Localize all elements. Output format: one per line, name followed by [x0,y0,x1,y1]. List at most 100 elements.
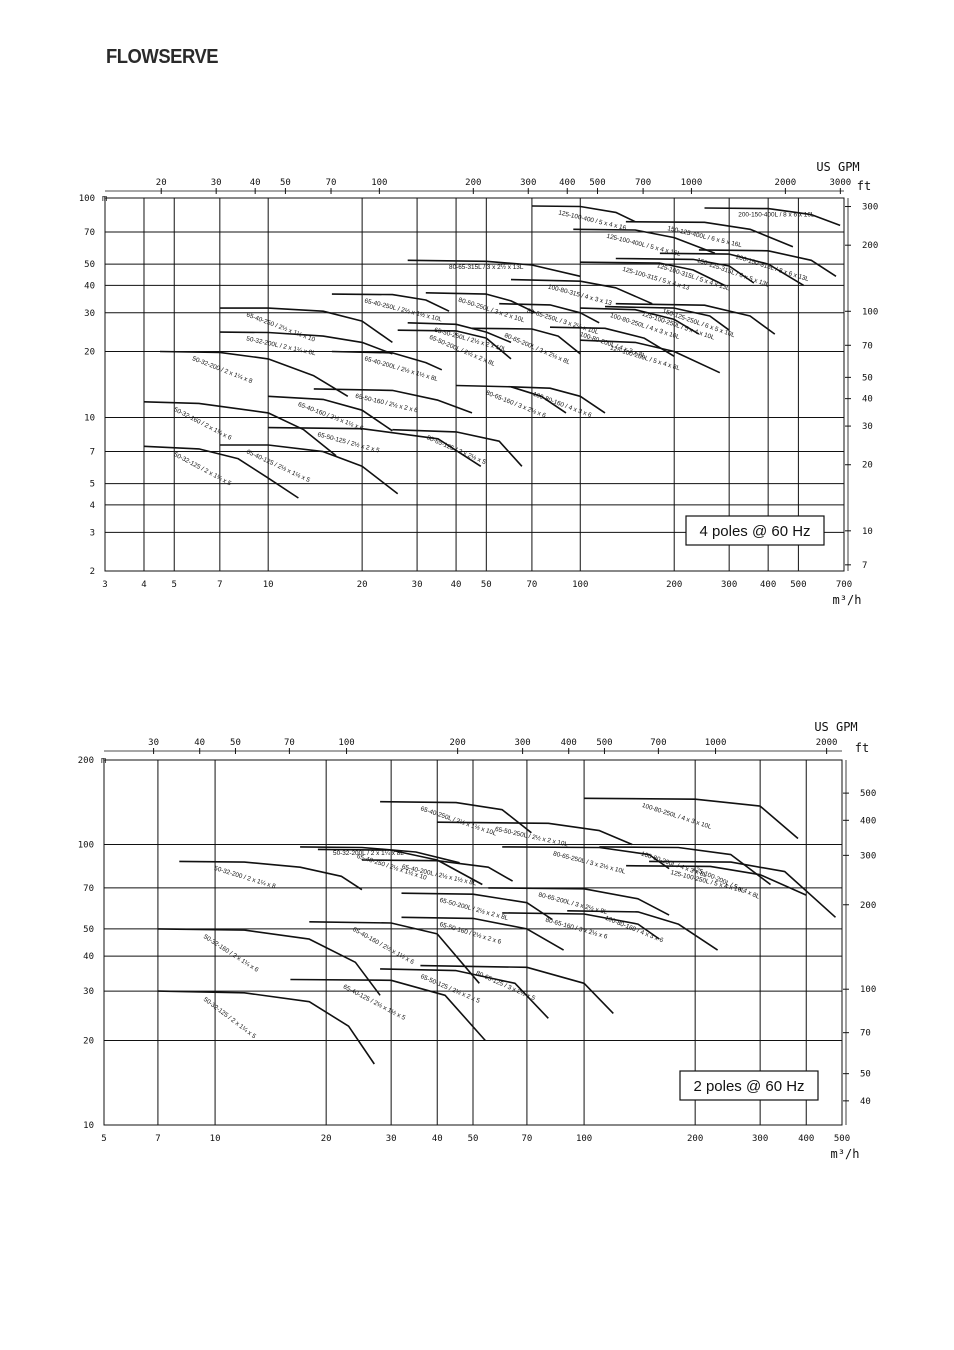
gpm-tick-label: 400 [559,178,575,188]
ft-tick-label: 200 [860,901,876,911]
gpm-tick-label: 100 [338,738,354,748]
x-tick-label: 10 [263,580,274,590]
y-unit-label: m [102,194,107,204]
ft-tick-label: 400 [860,816,876,826]
x-tick-label: 300 [721,580,737,590]
ft-tick-label: 300 [862,203,878,213]
pump-curve [615,302,776,335]
ft-tick-label: 70 [860,1029,871,1039]
pump-curve [401,916,565,951]
curve-label: 80-65-125 / 3 x 2½ x 5 [475,969,537,1002]
pump-curve [380,800,532,834]
curve-label: 80-65-250L / 3 x 2½ x 10L [552,849,626,875]
pump-curve [392,428,523,467]
x-tick-label: 500 [790,580,806,590]
x-tick-label: 40 [451,580,462,590]
ft-tick-label: 7 [862,561,867,571]
x-tick-label: 30 [386,1134,397,1144]
gpm-unit-label: US GPM [816,160,859,174]
curve-label: 65-40-250L / 2½ x 1½ x 10L [419,804,498,837]
ft-tick-label: 70 [862,341,873,351]
y-tick-label: 30 [83,987,94,997]
x-tick-label: 20 [357,580,368,590]
gpm-tick-label: 200 [465,178,481,188]
curve-label: 150-125-400L / 6 x 5 x 16L [667,225,743,249]
x-tick-label: 100 [576,1134,592,1144]
gpm-tick-label: 70 [284,738,295,748]
y-unit-label: m [101,756,106,766]
pump-curve [626,864,807,896]
y-tick-label: 40 [84,281,95,291]
ft-unit-label: ft [855,741,869,755]
ft-tick-label: 500 [860,789,876,799]
curve-label: 80-50-250L / 3 x 2 x 10L [457,297,525,325]
curve-label: 50-32-200 / 2 x 1¼ x 8 [213,865,277,891]
pump-curve [502,912,660,940]
pump-curve [580,339,721,374]
pump-curve [531,205,636,223]
pump-curve [331,350,443,371]
pump-curve [313,388,473,414]
x-unit-label: m³/h [831,1147,860,1161]
curve-label: 50-32-160 / 2 x 1¼ x 6 [202,933,260,974]
x-tick-label: 200 [687,1134,703,1144]
gpm-tick-label: 2000 [816,738,838,748]
chart-panel-1: 3 4 5 7 10 20 30 40 50 70 100 200 300 400 500 700234571… [79,160,879,607]
pump-curve [704,207,841,227]
gpm-tick-label: 30 [148,738,159,748]
pump-curve [659,252,805,287]
pump-curve [159,350,349,397]
pump-curve [420,964,614,1014]
gpm-tick-label: 400 [561,738,577,748]
pump-curve [219,331,393,355]
gpm-tick-label: 1000 [681,178,703,188]
curve-label: 80-65-200L / 3 x 2½ x 8L [538,891,609,917]
ft-tick-label: 40 [862,395,873,405]
gpm-tick-label: 500 [589,178,605,188]
x-tick-label: 500 [834,1134,850,1144]
curve-label: 65-40-250L / 2½ x 1½ x 10L [364,297,444,324]
y-tick-label: 200 [78,756,94,766]
ft-tick-label: 100 [862,307,878,317]
y-tick-label: 20 [84,347,95,357]
pump-curve [157,928,381,996]
pump-curve [510,278,653,305]
gpm-tick-label: 40 [250,178,261,188]
pump-curve [407,322,512,344]
ft-unit-label: ft [857,179,871,193]
gpm-tick-label: 3000 [830,178,852,188]
chart-title: 4 poles @ 60 Hz [699,523,810,540]
curve-label: 80-65-200L / 3 x 2½ x 8L [503,331,572,366]
x-tick-label: 50 [468,1134,479,1144]
x-tick-label: 70 [526,580,537,590]
y-tick-label: 70 [83,884,94,894]
pump-curve [380,968,549,1019]
y-tick-label: 30 [84,309,95,319]
curve-label: 80-65-250L / 3 x 2½ x 10L [526,307,600,337]
chart-title: 2 poles @ 60 Hz [693,1078,804,1095]
curve-label: 100-80-160 / 4 x 3 x 6 [604,915,665,945]
y-tick-label: 4 [90,501,95,511]
gpm-tick-label: 200 [449,738,465,748]
y-tick-label: 20 [83,1037,94,1047]
curve-label: 100-80-250L / 4 x 3 x 10L [641,802,713,831]
y-tick-label: 70 [84,228,95,238]
curve-label: 200-150-400L / 8 x 6 x 16L [738,211,815,218]
x-tick-label: 400 [798,1134,814,1144]
pump-curve [407,259,581,278]
curve-label: 65-50-125 / 2½ x 2 x 5 [419,972,481,1005]
ft-tick-label: 300 [860,851,876,861]
pump-curve [567,910,719,951]
x-tick-label: 7 [155,1134,160,1144]
gpm-tick-label: 300 [514,738,530,748]
pump-curve [615,257,755,284]
x-tick-label: 4 [141,580,146,590]
ft-tick-label: 40 [860,1097,871,1107]
ft-tick-label: 200 [862,241,878,251]
x-unit-label: m³/h [833,593,862,607]
y-tick-label: 10 [84,414,95,424]
pump-curve [397,329,512,360]
x-tick-label: 5 [172,580,177,590]
pump-curve [649,860,837,918]
curve-label: 50-32-160 / 2 x 1¼ x 6 [173,406,233,442]
